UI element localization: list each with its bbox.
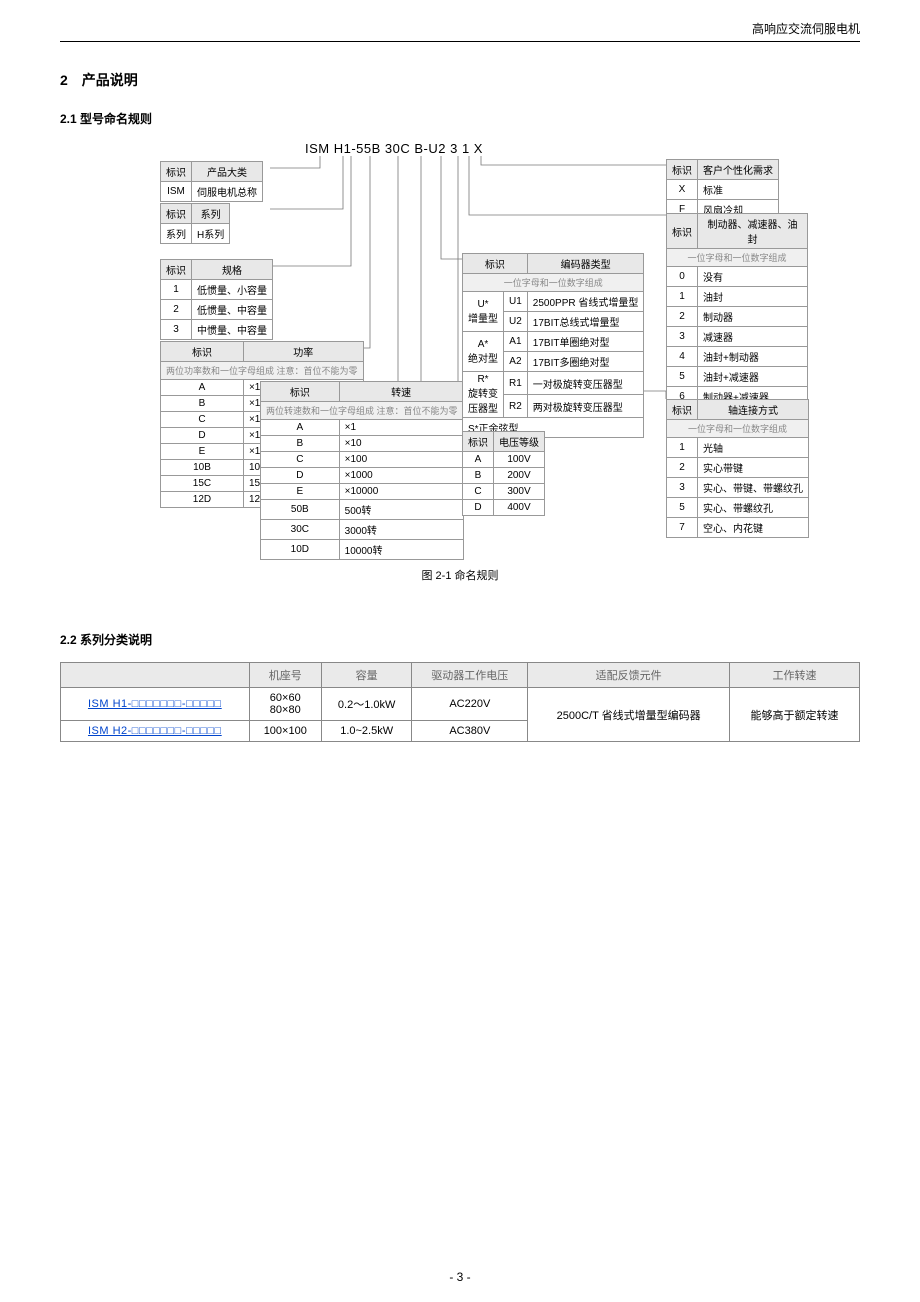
table-product: 标识产品大类 ISM伺服电机总称: [160, 161, 263, 202]
page-header-title: 高响应交流伺服电机: [60, 20, 860, 42]
section-2-title: 2 产品说明: [60, 70, 860, 90]
section-2-1-title: 2.1 型号命名规则: [60, 110, 860, 127]
table-custom: 标识客户个性化需求 X标准 F风扇冷却: [666, 159, 779, 220]
table-brake: 标识制动器、减速器、油封 一位字母和一位数字组成 0没有 1油封 2制动器 3减…: [666, 213, 808, 407]
table-shaft: 标识轴连接方式 一位字母和一位数字组成 1光轴 2实心带键 3实心、带键、带螺纹…: [666, 399, 809, 538]
section-2-2-title: 2.2 系列分类说明: [60, 631, 860, 648]
series-row-1: ISM H1-□□□□□□□-□□□□□ 60×60 80×80 0.2～1.0…: [61, 688, 860, 721]
figure-caption: 图 2-1 命名规则: [60, 567, 860, 583]
series-table: 机座号 容量 驱动器工作电压 适配反馈元件 工作转速 ISM H1-□□□□□□…: [60, 662, 860, 742]
table-series: 标识系列 系列H系列: [160, 203, 230, 244]
table-encoder: 标识编码器类型 一位字母和一位数字组成 U* 增量型 U12500PPR 省线式…: [462, 253, 644, 438]
series-link-h1[interactable]: ISM H1-□□□□□□□-□□□□□: [88, 698, 222, 710]
series-header-row: 机座号 容量 驱动器工作电压 适配反馈元件 工作转速: [61, 663, 860, 688]
page-number: - 3 -: [0, 1270, 920, 1284]
naming-diagram: ISM H1-55B 30C B-U2 3 1 X: [60, 141, 860, 631]
table-speed: 标识转速 两位转速数和一位字母组成 注意：首位不能为零 A×1 B×10 C×1…: [260, 381, 464, 560]
model-code: ISM H1-55B 30C B-U2 3 1 X: [305, 141, 483, 156]
table-spec: 标识规格 1低惯量、小容量 2低惯量、中容量 3中惯量、中容量: [160, 259, 273, 340]
series-link-h2[interactable]: ISM H2-□□□□□□□-□□□□□: [88, 725, 222, 737]
table-voltage: 标识电压等级 A100V B200V C300V D400V: [462, 431, 545, 516]
